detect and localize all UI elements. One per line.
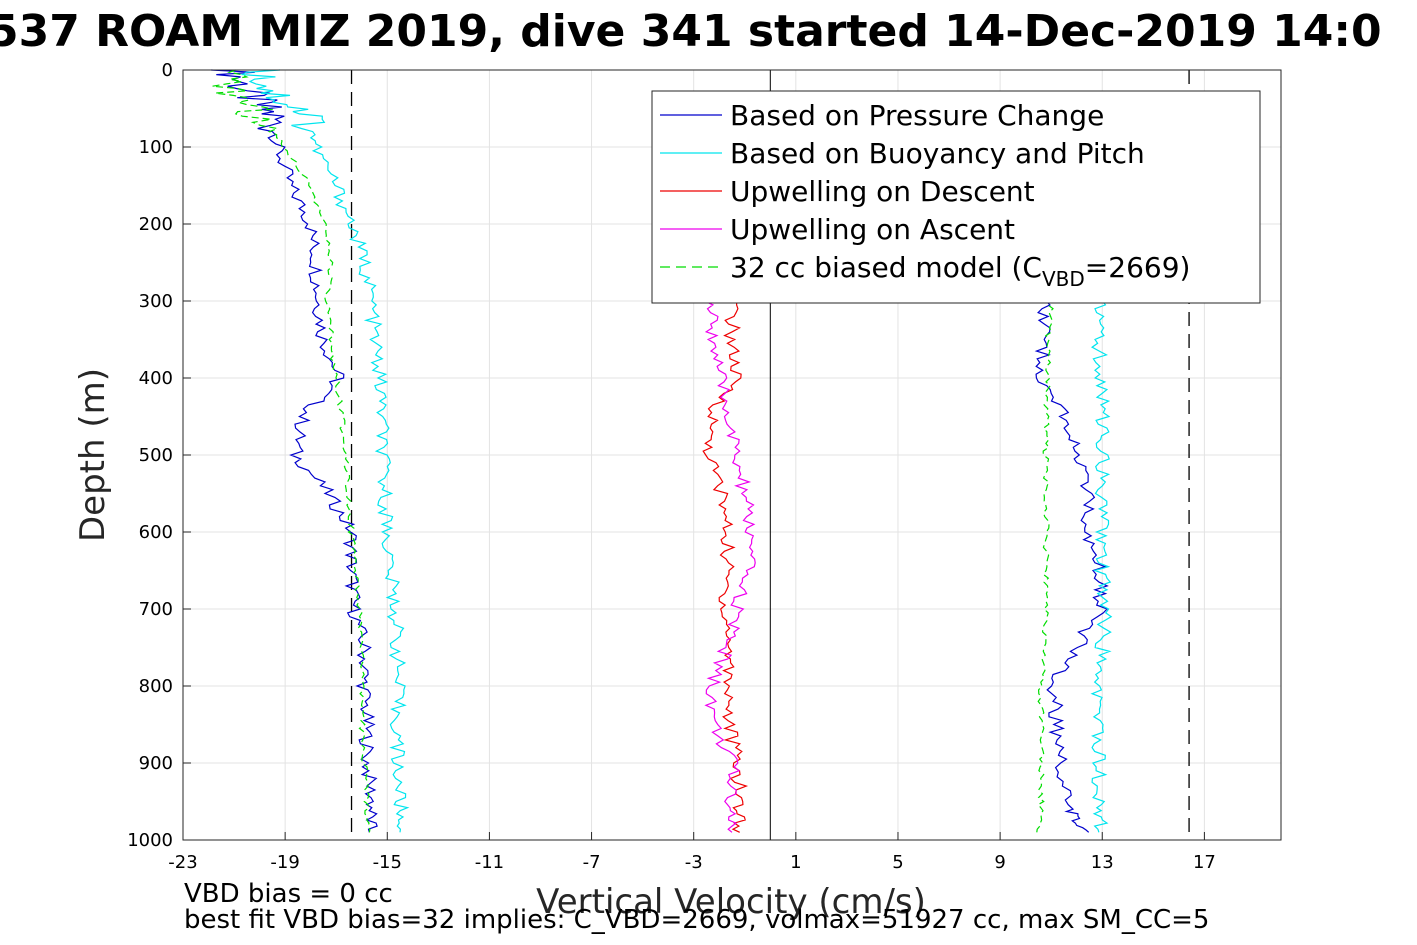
x-tick-label: 13 — [1091, 852, 1114, 873]
x-tick-label: -23 — [168, 852, 197, 873]
y-tick-label: 0 — [162, 60, 173, 81]
legend-label: Upwelling on Descent — [730, 175, 1035, 208]
legend-label: 32 cc biased model (CVBD=2669) — [730, 251, 1190, 291]
x-axis-ticks: -23 -19 -15 -11 -7 -3 1 5 9 13 17 — [168, 832, 1216, 873]
data-series — [211, 69, 1113, 833]
series-line-5 — [1036, 300, 1054, 833]
y-tick-label: 700 — [139, 599, 173, 620]
x-tick-label: -7 — [583, 852, 601, 873]
x-tick-label: 5 — [892, 852, 903, 873]
y-tick-label: 900 — [139, 753, 173, 774]
legend-label: Upwelling on Ascent — [730, 213, 1015, 246]
y-tick-label: 300 — [139, 291, 173, 312]
series-line-4 — [704, 300, 756, 833]
x-tick-label: 17 — [1193, 852, 1216, 873]
y-axis-label: Depth (m) — [73, 368, 113, 542]
x-tick-label: -15 — [373, 852, 402, 873]
series-line-1 — [211, 69, 378, 833]
y-tick-label: 400 — [139, 368, 173, 389]
series-line-5 — [212, 69, 371, 833]
y-tick-label: 800 — [139, 676, 173, 697]
footer-vbd-bias: VBD bias = 0 cc — [184, 879, 393, 909]
series-line-2 — [240, 69, 410, 833]
chart-title: 537 ROAM MIZ 2019, dive 341 started 14-D… — [0, 6, 1382, 57]
series-line-2 — [1090, 300, 1113, 833]
footer-best-fit: best fit VBD bias=32 implies: C_VBD=2669… — [184, 905, 1209, 935]
x-tick-label: -11 — [475, 852, 504, 873]
y-tick-label: 500 — [139, 445, 173, 466]
series-line-3 — [702, 300, 749, 833]
legend-box — [651, 90, 1261, 304]
y-tick-label: 600 — [139, 522, 173, 543]
y-axis-ticks: 0 100 200 300 400 500 600 700 800 900 1000 — [127, 60, 191, 851]
y-tick-label: 100 — [139, 137, 173, 158]
x-axis-label: Vertical Velocity (cm/s) — [536, 882, 926, 922]
x-tick-label: 1 — [790, 852, 801, 873]
series-line-1 — [1034, 300, 1109, 833]
legend: Based on Pressure Change Based on Buoyanc… — [651, 90, 1261, 304]
x-tick-label: 9 — [994, 852, 1005, 873]
legend-label: Based on Pressure Change — [730, 99, 1104, 132]
legend-label: Based on Buoyancy and Pitch — [730, 137, 1145, 170]
x-tick-label: -19 — [270, 852, 299, 873]
x-tick-label: -3 — [685, 852, 703, 873]
y-tick-label: 1000 — [127, 830, 173, 851]
y-tick-label: 200 — [139, 214, 173, 235]
